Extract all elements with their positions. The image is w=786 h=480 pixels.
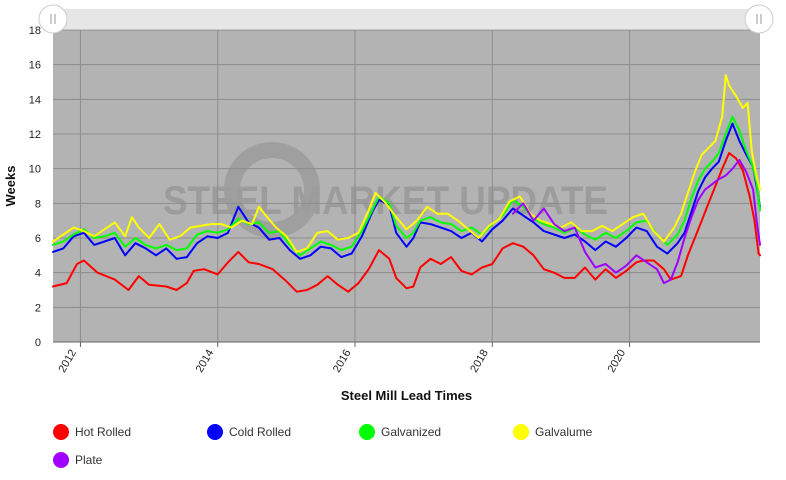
legend-label: Plate — [75, 453, 103, 467]
navigator-right-handle[interactable] — [744, 4, 774, 34]
y-tick-label: 10 — [29, 164, 41, 176]
y-tick-label: 18 — [29, 25, 41, 37]
legend-marker — [359, 424, 375, 440]
legend-label: Hot Rolled — [75, 425, 132, 439]
y-tick-label: 0 — [35, 337, 41, 349]
x-tick-label: 2018 — [468, 348, 491, 375]
y-tick-label: 14 — [29, 94, 41, 106]
y-tick-label: 16 — [29, 60, 41, 72]
y-tick-label: 2 — [35, 302, 41, 314]
y-axis-title: Weeks — [3, 166, 18, 207]
y-tick-label: 6 — [35, 233, 41, 245]
y-tick-label: 4 — [35, 268, 41, 280]
navigator-left-handle[interactable] — [38, 4, 68, 34]
legend-marker — [513, 424, 529, 440]
x-tick-label: 2012 — [56, 348, 79, 375]
series-line-hot-rolled — [52, 152, 761, 293]
legend-item-galvanized[interactable]: Galvanized — [359, 424, 441, 440]
legend-item-hot-rolled[interactable]: Hot Rolled — [53, 424, 131, 440]
y-tick-label: 12 — [29, 129, 41, 141]
x-tick-label: 2020 — [606, 348, 629, 375]
plot-background — [53, 30, 760, 342]
series-line-galvalume — [52, 74, 761, 253]
legend-item-plate[interactable]: Plate — [53, 452, 102, 468]
legend-label: Cold Rolled — [229, 425, 292, 439]
x-tick-label: 2016 — [331, 348, 354, 375]
series-line-galvanized — [52, 115, 761, 257]
series-lines — [52, 74, 761, 293]
legend-label: Galvanized — [381, 425, 442, 439]
series-line-cold-rolled — [52, 122, 761, 260]
x-tick-label: 2014 — [194, 348, 217, 375]
legend-label: Galvalume — [535, 425, 593, 439]
legend-marker — [53, 452, 69, 468]
legend-item-cold-rolled[interactable]: Cold Rolled — [207, 424, 291, 440]
series-line-plate — [511, 159, 761, 285]
legend-item-galvalume[interactable]: Galvalume — [513, 424, 592, 440]
legend-marker — [207, 424, 223, 440]
range-navigator-track[interactable] — [53, 9, 760, 29]
legend: Hot Rolled Cold Rolled Galvanized Galvalume… — [0, 418, 786, 480]
y-tick-label: 8 — [35, 198, 41, 210]
legend-marker — [53, 424, 69, 440]
x-axis-title: Steel Mill Lead Times — [341, 388, 472, 403]
